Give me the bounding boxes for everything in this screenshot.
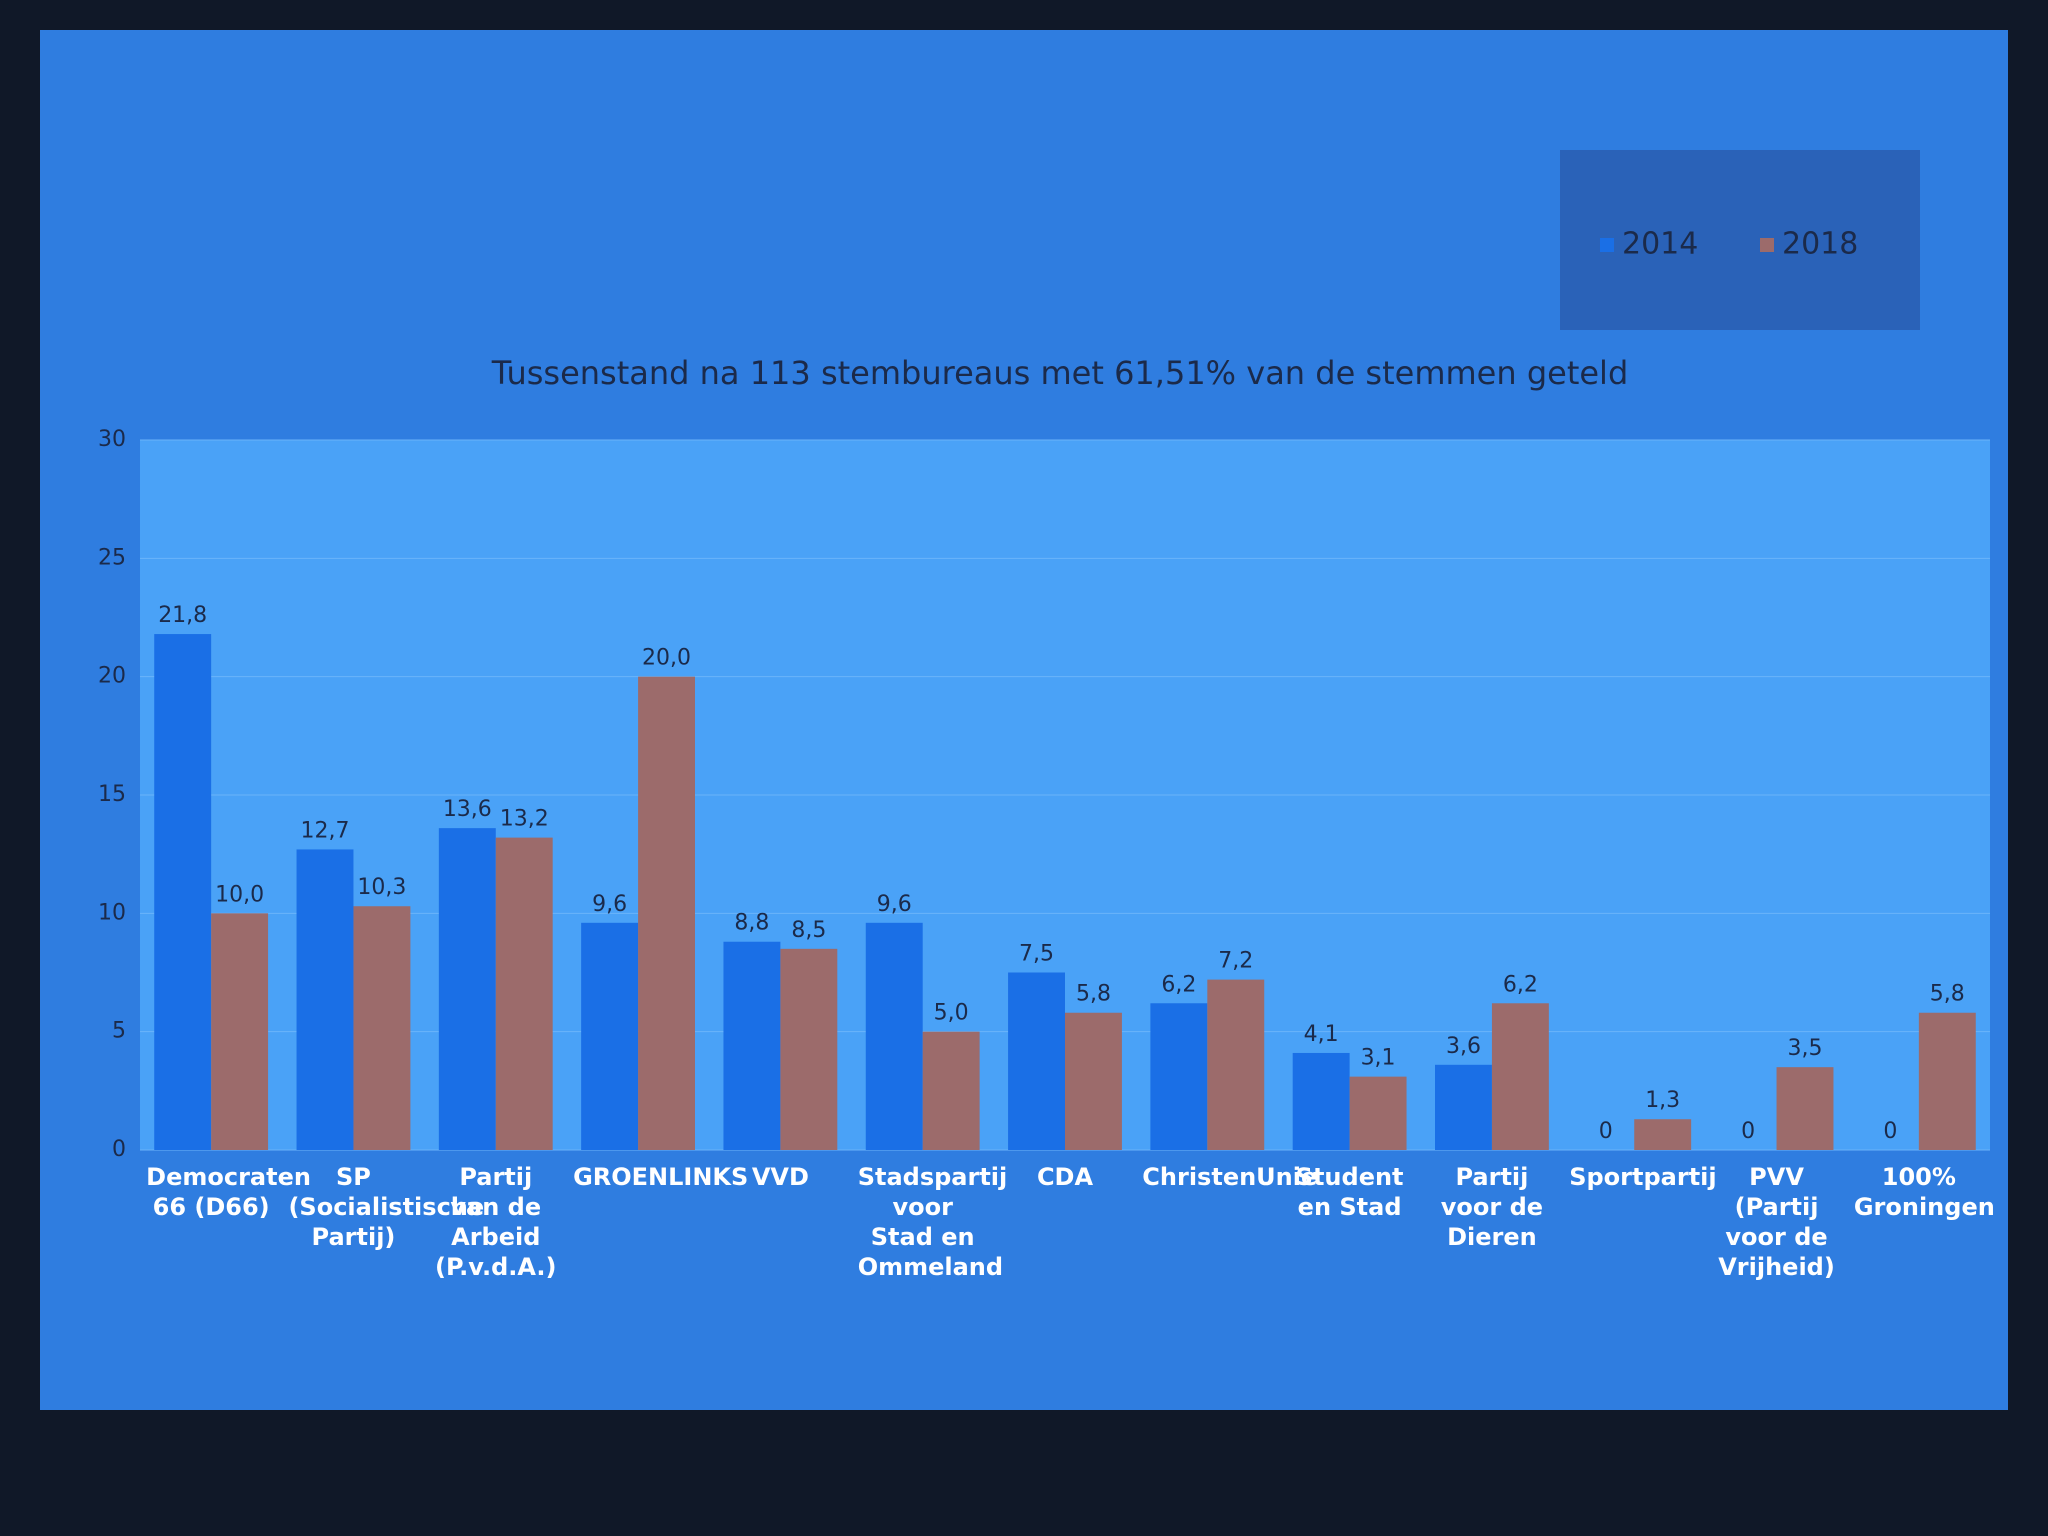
data-label: 10,3 (357, 875, 406, 900)
bar (1776, 1067, 1834, 1150)
data-label: 13,2 (500, 807, 549, 832)
bar (1065, 1012, 1122, 1150)
y-tick-label: 5 (112, 1019, 126, 1044)
bar (296, 849, 354, 1150)
bar (922, 1031, 980, 1150)
data-label: 10,0 (215, 882, 264, 907)
y-tick-label: 30 (98, 427, 126, 452)
legend-box (1560, 150, 1920, 330)
y-tick-label: 20 (98, 664, 126, 689)
bar (1150, 1003, 1208, 1150)
bar (780, 948, 838, 1150)
x-tick-label: ChristenUnie (1142, 1163, 1318, 1191)
data-label: 3,5 (1788, 1036, 1823, 1061)
data-label: 7,2 (1218, 949, 1253, 974)
data-label: 0 (1883, 1119, 1897, 1144)
bar (438, 828, 496, 1150)
data-label: 6,2 (1161, 972, 1196, 997)
bar (1349, 1076, 1407, 1150)
bar (1008, 972, 1065, 1150)
bar (353, 906, 411, 1150)
bar (154, 634, 212, 1150)
x-tick-label: CDA (1036, 1163, 1094, 1191)
bar (638, 676, 695, 1150)
bar (581, 922, 639, 1150)
y-tick-label: 10 (98, 900, 126, 925)
x-tick-label: Partij voor de Dieren (1440, 1163, 1544, 1251)
x-tick-label: Partij van de Arbeid (P.v.d.A.) (435, 1163, 557, 1281)
bar (1918, 1012, 1976, 1150)
x-tick-label: 100% Groningen (1853, 1163, 1995, 1221)
data-label: 1,3 (1645, 1088, 1680, 1113)
bar (1435, 1064, 1492, 1150)
bar (1491, 1003, 1549, 1150)
bar (211, 913, 269, 1150)
bar (1634, 1119, 1692, 1150)
data-label: 3,6 (1446, 1034, 1481, 1059)
data-label: 9,6 (877, 892, 912, 917)
data-label: 8,8 (734, 911, 769, 936)
data-label: 7,5 (1019, 942, 1054, 967)
x-tick-label: Stadspartij voor Stad en Ommeland (857, 1163, 1008, 1281)
y-tick-label: 25 (98, 545, 126, 570)
data-label: 21,8 (158, 603, 207, 628)
x-tick-label: GROENLINKS (573, 1163, 749, 1191)
data-label: 3,1 (1361, 1046, 1396, 1071)
data-label: 0 (1741, 1119, 1755, 1144)
legend-marker (1760, 238, 1774, 252)
x-tick-label: Democraten 66 (D66) (146, 1163, 311, 1221)
y-tick-label: 0 (112, 1137, 126, 1162)
x-tick-label: PVV (Partij voor de Vrijheid) (1718, 1163, 1835, 1281)
data-label: 8,5 (791, 918, 826, 943)
bar (723, 941, 781, 1150)
bar (1292, 1052, 1350, 1150)
data-label: 0 (1599, 1119, 1613, 1144)
bar (865, 922, 923, 1150)
data-label: 4,1 (1304, 1022, 1339, 1047)
chart-title: Tussenstand na 113 stembureaus met 61,51… (491, 354, 1629, 392)
bar (1207, 979, 1265, 1150)
data-label: 12,7 (301, 818, 350, 843)
x-tick-label: Student en Stad (1295, 1163, 1404, 1221)
y-tick-label: 15 (98, 782, 126, 807)
data-label: 5,0 (934, 1001, 969, 1026)
data-label: 9,6 (592, 892, 627, 917)
x-tick-label: Sportpartij (1569, 1163, 1717, 1191)
legend-marker (1600, 238, 1614, 252)
data-label: 20,0 (642, 646, 691, 671)
x-tick-label: SP (Socialistische Partij) (288, 1163, 485, 1251)
data-label: 5,8 (1930, 982, 1965, 1007)
data-label: 6,2 (1503, 972, 1538, 997)
bar (495, 837, 553, 1150)
legend-label: 2014 (1622, 227, 1698, 262)
data-label: 13,6 (443, 797, 492, 822)
legend-label: 2018 (1782, 227, 1858, 262)
x-tick-label: VVD (751, 1163, 809, 1191)
data-label: 5,8 (1076, 982, 1111, 1007)
